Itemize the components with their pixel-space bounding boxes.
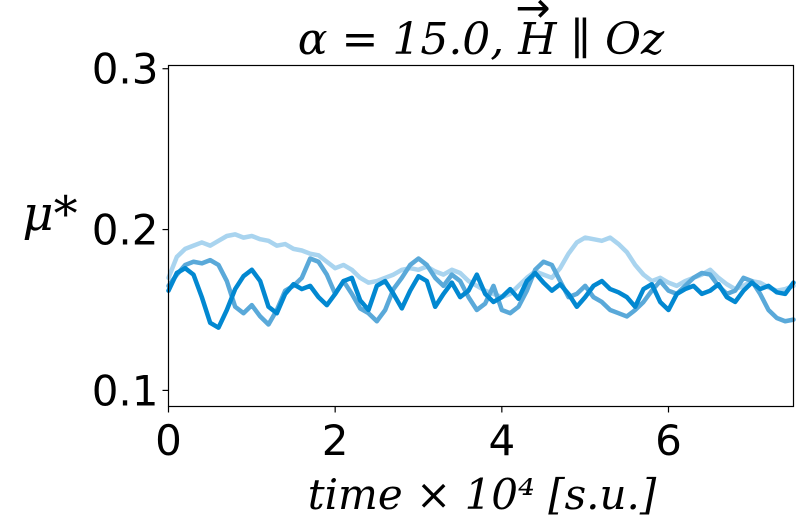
- y-axis-label: μ*: [22, 186, 77, 242]
- title-vector-arrow: →: [515, 0, 550, 32]
- x-axis-label: time × 10⁴ [s.u.]: [308, 470, 657, 519]
- series-layer: [166, 232, 796, 330]
- y-tick-label: 0.2: [92, 206, 159, 255]
- series-line-2: [166, 256, 796, 327]
- x-tick-label: 6: [655, 416, 682, 465]
- series-line-1: [166, 265, 796, 330]
- y-tick-label: 0.3: [92, 45, 159, 94]
- x-tick-label: 4: [488, 416, 515, 465]
- x-tick-label: 0: [155, 416, 182, 465]
- chart-title: α = 15.0, H ∥ Oz: [298, 14, 665, 65]
- x-tick-label: 2: [322, 416, 349, 465]
- x-ticks: 0 2 4 6: [155, 406, 682, 465]
- plot-frame: [167, 64, 795, 408]
- y-tick-label: 0.1: [92, 366, 159, 415]
- y-ticks: 0.1 0.2 0.3: [92, 45, 169, 415]
